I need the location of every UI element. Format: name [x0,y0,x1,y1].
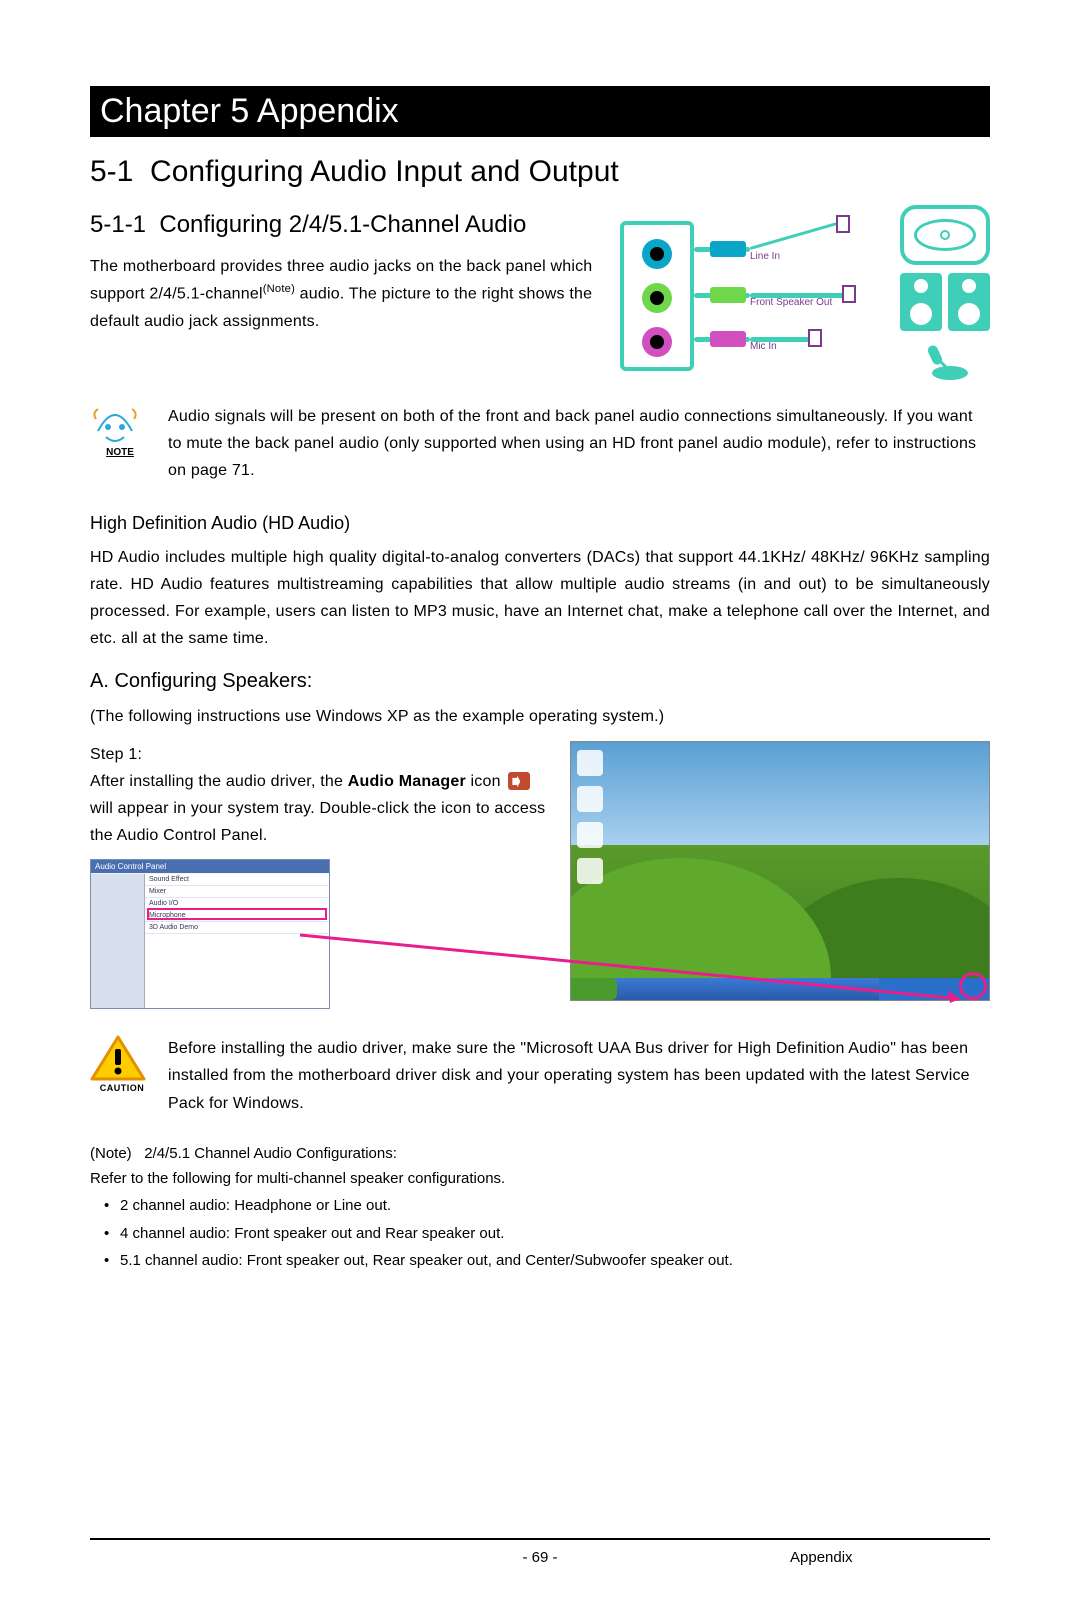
knob-2 [842,285,856,303]
tray-highlight-circle [959,972,987,1000]
footer-section-name: Appendix [790,1549,990,1566]
page-number: - 69 - [290,1549,790,1566]
plug-mic-in [710,331,746,347]
caution-icon [90,1035,154,1083]
chapter-title-bar: Chapter 5 Appendix [90,86,990,137]
configuring-speakers-heading: A. Configuring Speakers: [90,670,990,693]
knob-1 [836,215,850,233]
note-icon [90,403,150,447]
desktop-icon [577,750,603,776]
audio-control-panel-screenshot: Audio Control Panel Sound Effect Mixer A… [90,859,330,1009]
hd-audio-heading: High Definition Audio (HD Audio) [90,513,990,534]
intro-paragraph: The motherboard provides three audio jac… [90,253,600,335]
subsection-name: Configuring 2/4/5.1-Channel Audio [159,211,526,238]
step-1-label: Step 1: [90,741,556,768]
os-example-note: (The following instructions use Windows … [90,703,990,730]
device-cd [900,205,990,265]
plug-front-out [710,287,746,303]
desktop-icon [577,858,603,884]
section-name: Configuring Audio Input and Output [150,155,619,188]
list-item: 4 channel audio: Front speaker out and R… [104,1220,990,1248]
audio-jack-diagram: Line In Front Speaker Out Mic In [620,211,990,381]
label-mic-in: Mic In [750,341,777,352]
footnote-heading: (Note) 2/4/5.1 Channel Audio Configurati… [90,1141,990,1167]
windows-desktop-screenshot [570,741,990,1001]
subsection-number: 5-1-1 [90,211,146,238]
note-text: Audio signals will be present on both of… [168,403,990,485]
audio-manager-tray-icon [508,772,530,790]
device-microphone [910,337,970,381]
label-line-in: Line In [750,251,780,262]
footnote-refer: Refer to the following for multi-channel… [90,1166,990,1192]
step-1-text: After installing the audio driver, the A… [90,768,556,850]
section-title: 5-1 Configuring Audio Input and Output [90,155,990,189]
desktop-icon [577,786,603,812]
jack-front-speaker [642,283,672,313]
audio-manager-bold: Audio Manager [348,773,466,790]
section-number: 5-1 [90,155,133,188]
caution-label: CAUTION [90,1083,154,1093]
desktop-icon [577,822,603,848]
note-label: NOTE [90,447,150,458]
plug-line-in [710,241,746,257]
start-button [571,978,617,1000]
hd-audio-text: HD Audio includes multiple high quality … [90,544,990,653]
jack-line-in [642,239,672,269]
list-item: 5.1 channel audio: Front speaker out, Re… [104,1247,990,1275]
caution-block: CAUTION Before installing the audio driv… [90,1035,990,1117]
footer-rule [90,1538,990,1540]
note-block: NOTE Audio signals will be present on bo… [90,403,990,485]
knob-3 [808,329,822,347]
page-footer: - 69 - Appendix [90,1549,990,1566]
caution-text: Before installing the audio driver, make… [168,1035,990,1117]
device-speakers [900,273,990,331]
jack-panel [620,221,694,371]
label-front-out: Front Speaker Out [750,297,832,308]
note-superscript: (Note) [263,283,295,295]
list-item: 2 channel audio: Headphone or Line out. [104,1192,990,1220]
channel-config-list: 2 channel audio: Headphone or Line out. … [90,1192,990,1275]
jack-mic-in [642,327,672,357]
subsection-title: 5-1-1 Configuring 2/4/5.1-Channel Audio [90,211,600,239]
highlight-rectangle [147,908,327,920]
